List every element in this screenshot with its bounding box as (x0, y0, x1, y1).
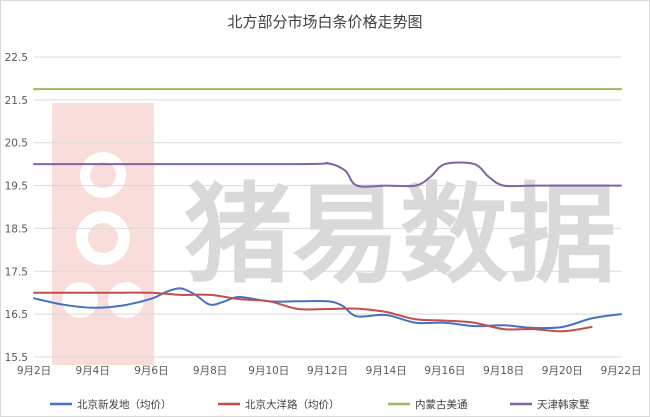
y-tick-label: 19.5 (5, 181, 28, 193)
x-tick-label: 9月18日 (483, 365, 524, 377)
x-tick-label: 9月4日 (76, 365, 110, 377)
legend-label: 天津韩家墅 (537, 398, 590, 411)
y-tick-label: 20.5 (5, 138, 28, 150)
x-tick-label: 9月12日 (307, 365, 348, 377)
x-tick-label: 9月6日 (134, 365, 168, 377)
x-tick-label: 9月16日 (424, 365, 465, 377)
chart-title: 北方部分市场白条价格走势图 (227, 13, 422, 31)
legend-item: 北京大洋路（均价） (218, 398, 340, 411)
y-tick-label: 18.5 (5, 223, 28, 235)
legend: 北京新发地（均价） 北京大洋路（均价） 内蒙古美通 天津韩家墅 (50, 398, 590, 411)
x-tick-label: 9月2日 (17, 365, 51, 377)
legend-item: 北京新发地（均价） (50, 398, 172, 411)
grid-layer (34, 56, 621, 358)
axis-layer: 15.5 16.5 17.5 18.5 19.5 20.5 21.5 22.5 9月2日 9月4日… (5, 52, 642, 377)
y-tick-label: 21.5 (5, 95, 28, 107)
x-tick-label: 9月8日 (193, 365, 227, 377)
legend-item: 天津韩家墅 (510, 398, 590, 411)
y-tick-label: 22.5 (5, 52, 28, 64)
y-tick-label: 15.5 (5, 352, 28, 364)
y-tick-label: 17.5 (5, 266, 28, 278)
x-tick-label: 9月10日 (248, 365, 289, 377)
legend-label: 北京大洋路（均价） (245, 398, 340, 411)
series-line-3 (33, 161, 622, 188)
watermark-logo (52, 103, 154, 365)
legend-item: 内蒙古美通 (388, 398, 468, 411)
x-tick-label: 9月20日 (542, 365, 583, 377)
legend-label: 内蒙古美通 (415, 398, 468, 411)
watermark: 猪易数据 (52, 103, 616, 365)
series-layer (33, 88, 622, 333)
series-line-0 (33, 287, 622, 330)
series-line-1 (33, 291, 593, 333)
watermark-text: 猪易数据 (184, 173, 616, 298)
legend-label: 北京新发地（均价） (77, 398, 172, 411)
x-tick-label: 9月22日 (600, 365, 641, 377)
x-tick-label: 9月14日 (366, 365, 407, 377)
y-tick-label: 16.5 (5, 309, 28, 321)
